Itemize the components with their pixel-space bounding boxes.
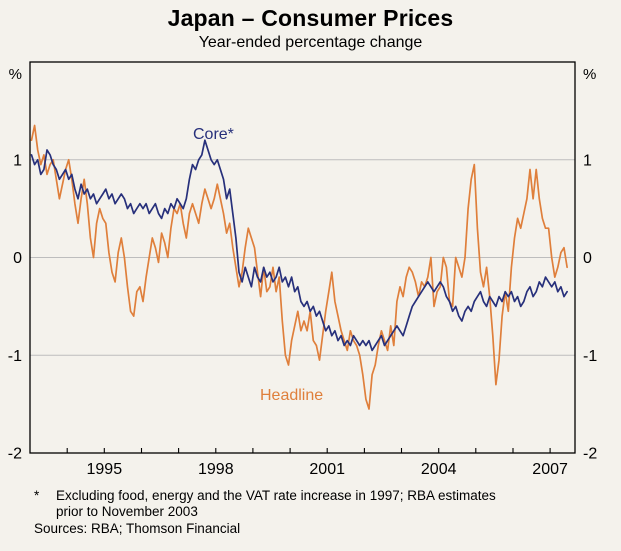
y-axis-unit-right: % <box>583 66 596 83</box>
y-axis-label-right: -1 <box>583 348 597 365</box>
series-line-headline <box>30 124 568 410</box>
y-axis-label-left: 1 <box>13 152 22 169</box>
footnote: * Excluding food, energy and the VAT rate… <box>34 488 607 520</box>
x-axis-label: 2001 <box>309 461 345 478</box>
y-axis-label-right: 1 <box>583 152 592 169</box>
y-axis-label-right: 0 <box>583 250 592 267</box>
series-label-core: Core* <box>193 126 234 143</box>
x-axis-label: 2007 <box>532 461 568 478</box>
y-axis-label-left: 0 <box>13 250 22 267</box>
x-axis-label: 1998 <box>198 461 234 478</box>
chart-subtitle: Year-ended percentage change <box>198 34 423 51</box>
y-axis-label-left: -1 <box>8 348 22 365</box>
series-line-core <box>30 139 568 352</box>
plot-frame <box>29 61 576 454</box>
footnote-marker: * <box>34 488 40 503</box>
footnotes: * Excluding food, energy and the VAT rate… <box>34 488 607 537</box>
source-note: Sources: RBA; Thomson Financial <box>34 521 241 536</box>
x-axis-label: 1995 <box>87 461 123 478</box>
x-axis-label: 2004 <box>421 461 457 478</box>
y-axis-label-right: -2 <box>583 446 597 463</box>
y-axis-label-left: -2 <box>8 446 22 463</box>
series-label-headline: Headline <box>260 387 324 404</box>
footnote-line-2: prior to November 2003 <box>56 504 198 519</box>
y-axis-unit-left: % <box>9 66 22 83</box>
footnote-line-1: Excluding food, energy and the VAT rate … <box>56 488 496 503</box>
chart-title: Japan – Consumer Prices <box>167 5 454 31</box>
